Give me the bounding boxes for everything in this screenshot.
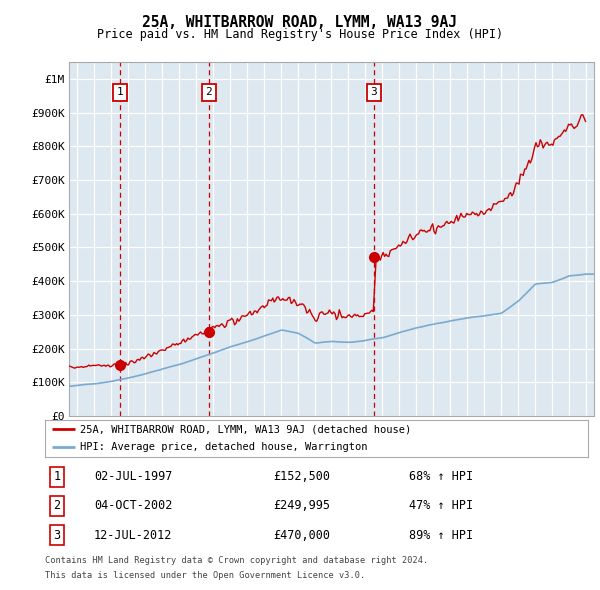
Text: Contains HM Land Registry data © Crown copyright and database right 2024.: Contains HM Land Registry data © Crown c…	[45, 556, 428, 565]
Text: 1: 1	[53, 470, 61, 483]
Text: Price paid vs. HM Land Registry's House Price Index (HPI): Price paid vs. HM Land Registry's House …	[97, 28, 503, 41]
Text: This data is licensed under the Open Government Licence v3.0.: This data is licensed under the Open Gov…	[45, 571, 365, 579]
Text: 04-OCT-2002: 04-OCT-2002	[94, 499, 172, 513]
Text: 2: 2	[53, 499, 61, 513]
Text: 25A, WHITBARROW ROAD, LYMM, WA13 9AJ (detached house): 25A, WHITBARROW ROAD, LYMM, WA13 9AJ (de…	[80, 424, 412, 434]
Text: 1: 1	[116, 87, 123, 97]
Text: 02-JUL-1997: 02-JUL-1997	[94, 470, 172, 483]
Text: HPI: Average price, detached house, Warrington: HPI: Average price, detached house, Warr…	[80, 442, 368, 452]
Text: £152,500: £152,500	[273, 470, 330, 483]
Text: 89% ↑ HPI: 89% ↑ HPI	[409, 529, 473, 542]
Text: 25A, WHITBARROW ROAD, LYMM, WA13 9AJ: 25A, WHITBARROW ROAD, LYMM, WA13 9AJ	[143, 15, 458, 30]
Text: 68% ↑ HPI: 68% ↑ HPI	[409, 470, 473, 483]
Text: £470,000: £470,000	[273, 529, 330, 542]
Text: 12-JUL-2012: 12-JUL-2012	[94, 529, 172, 542]
Text: 47% ↑ HPI: 47% ↑ HPI	[409, 499, 473, 513]
Text: 3: 3	[370, 87, 377, 97]
Text: 2: 2	[205, 87, 212, 97]
Text: 3: 3	[53, 529, 61, 542]
Text: £249,995: £249,995	[273, 499, 330, 513]
